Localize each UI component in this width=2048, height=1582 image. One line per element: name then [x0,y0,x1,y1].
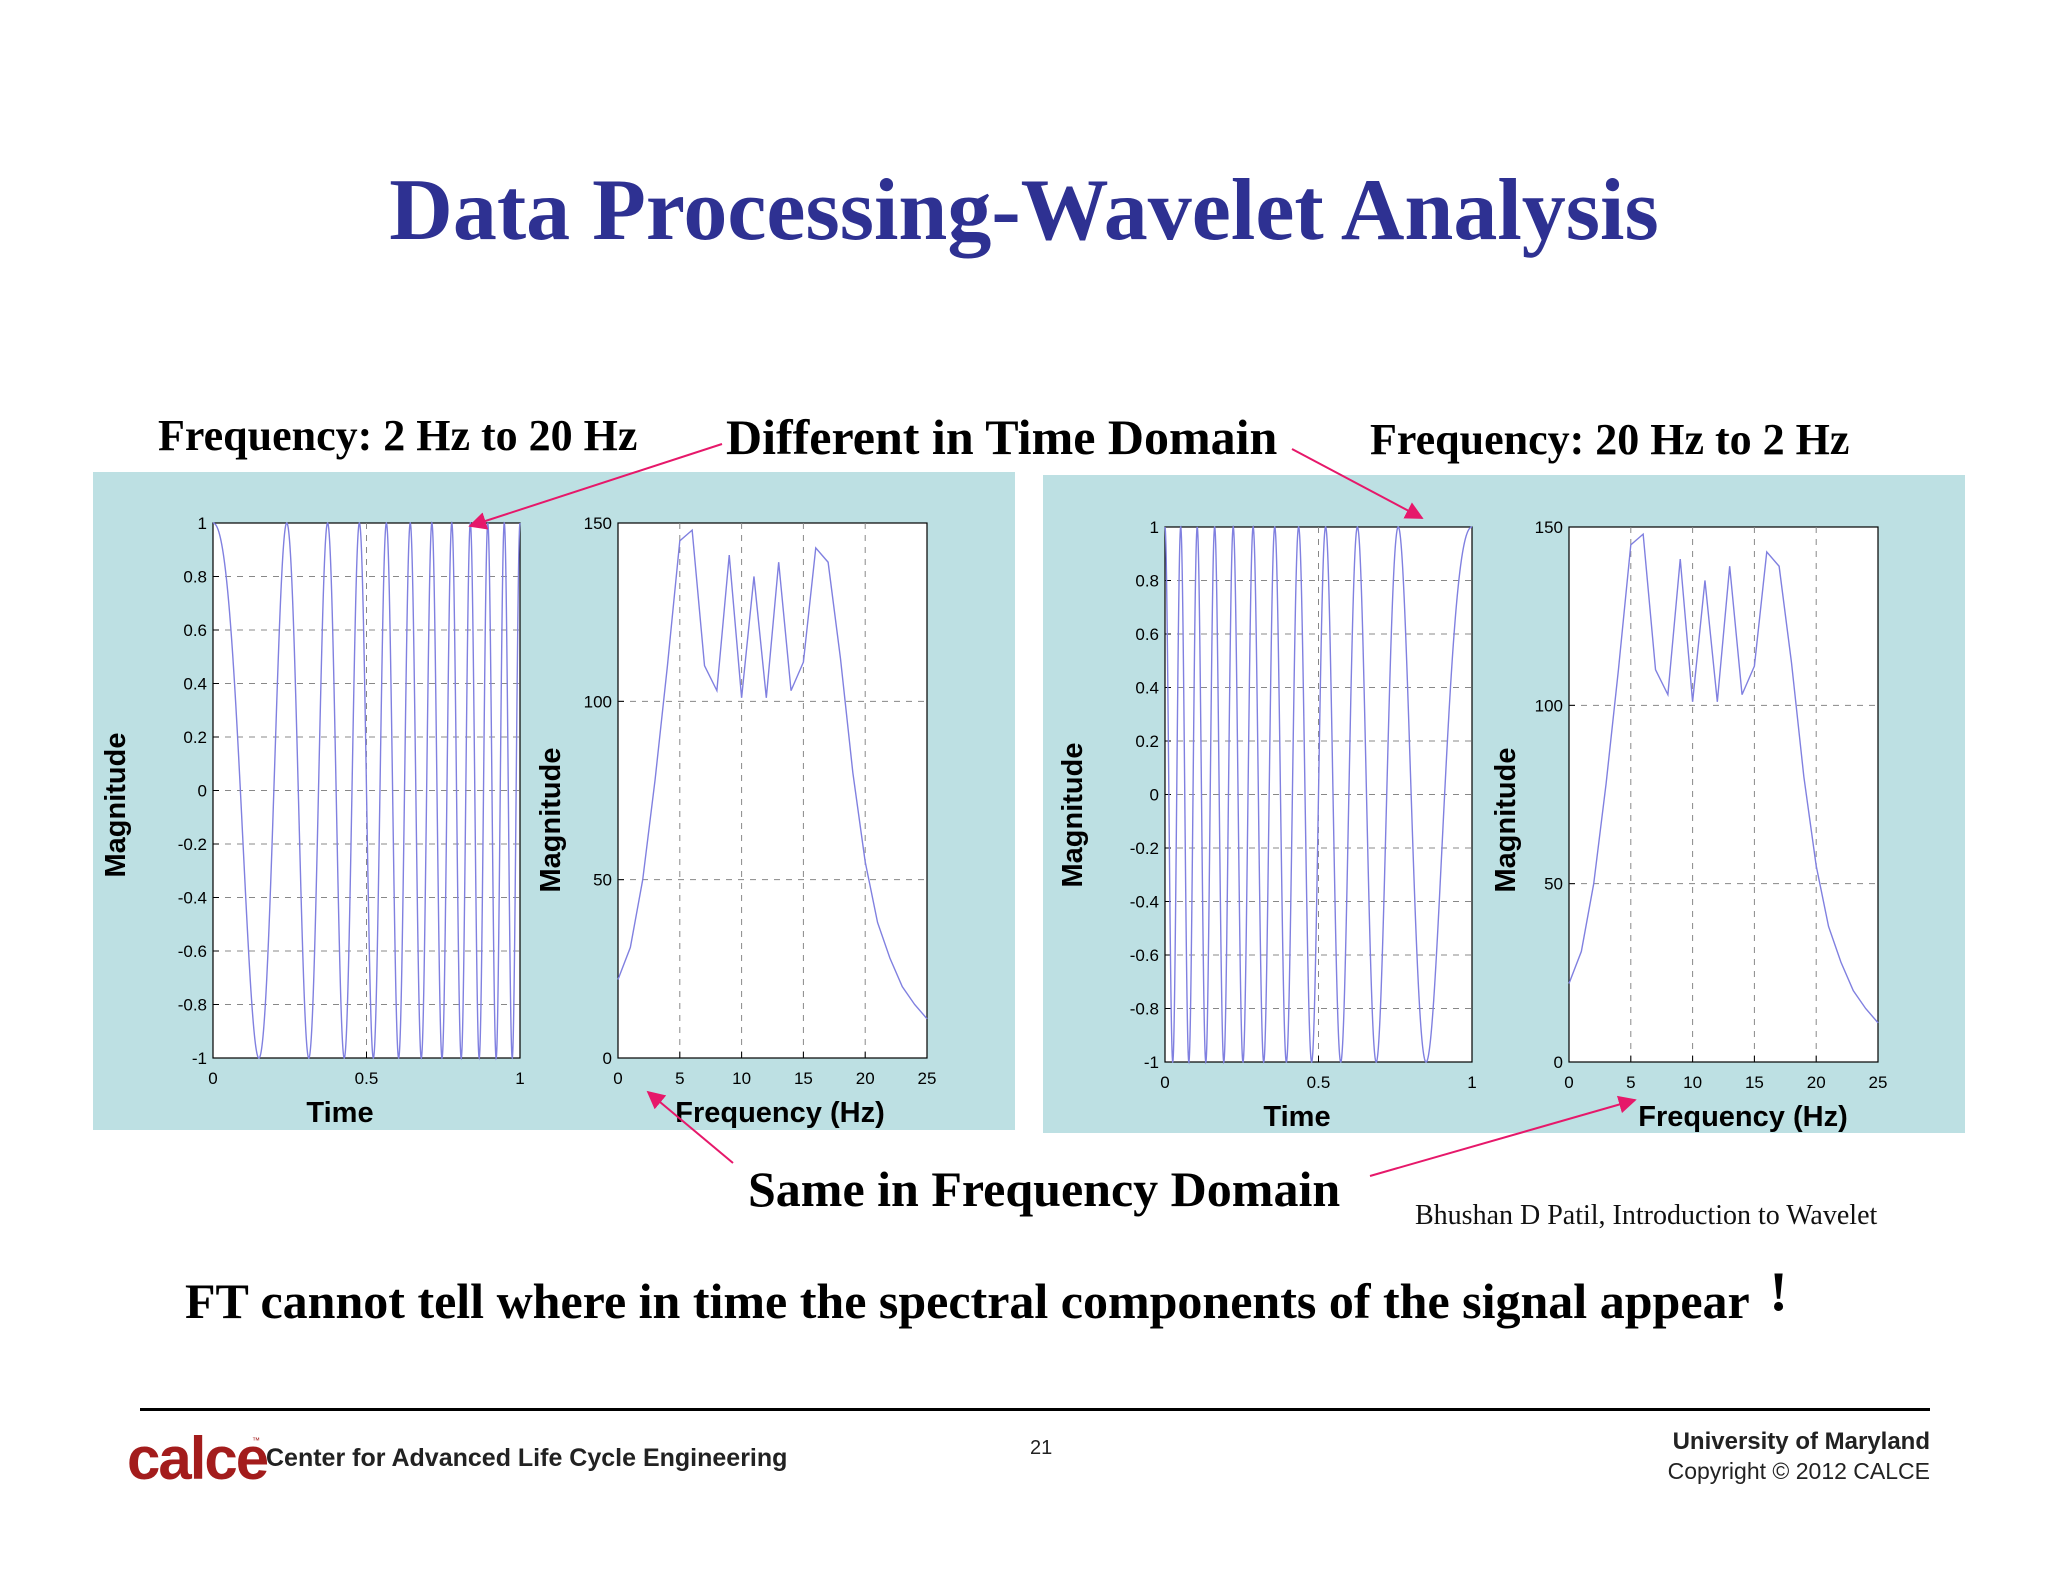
y-tick-label: 1 [198,514,207,533]
y-tick-label: -1 [192,1049,207,1068]
university-name: University of Maryland [1672,1428,1930,1455]
y-tick-label: 50 [593,871,612,890]
series-line [1164,524,1473,1065]
top-callout: Different in Time Domain [726,409,1278,465]
x-axis-label: Frequency (Hz) [1638,1101,1847,1133]
calce-logo: calce [127,1425,269,1492]
series-line [617,528,928,1020]
conclusion-text: FT cannot tell where in time the spectra… [185,1273,1749,1329]
y-tick-label: -0.2 [178,835,207,854]
x-tick-label: 5 [675,1069,684,1088]
arrow-top-left [468,443,723,530]
x-tick-label: 25 [918,1069,937,1088]
bottom-callout: Same in Frequency Domain [748,1161,1341,1217]
x-tick-label: 0 [1564,1073,1573,1092]
y-tick-label: -0.6 [1130,946,1159,965]
x-tick-label: 25 [1869,1073,1888,1092]
y-tick-label: 0.2 [1135,732,1159,751]
y-tick-label: 0.4 [183,675,207,694]
citation: Bhushan D Patil, Introduction to Wavelet [1415,1200,1878,1231]
y-tick-label: -0.6 [178,942,207,961]
arrow-bottom-right [1369,1095,1637,1177]
y-tick-label: 150 [584,514,612,533]
x-tick-label: 0 [1160,1073,1169,1092]
series-line [212,520,521,1061]
x-tick-label: 1 [1467,1073,1476,1092]
x-tick-label: 20 [856,1069,875,1088]
y-axis-label: Magnitude [1057,743,1089,888]
y-tick-label: 0.8 [1135,572,1159,591]
y-tick-label: 0.6 [183,621,207,640]
plot-area [617,522,928,1059]
footer-rule [140,1408,1930,1411]
x-tick-label: 0.5 [355,1069,379,1088]
y-tick-label: -0.4 [1130,893,1159,912]
logo-trademark: ™ [252,1436,260,1445]
copyright: Copyright © 2012 CALCE [1667,1458,1930,1484]
slide-title: Data Processing-Wavelet Analysis [389,162,1659,259]
y-axis-label: Magnitude [1490,748,1522,893]
y-tick-label: 0.4 [1135,679,1159,698]
plot-area [1568,526,1879,1063]
conclusion-mark: ! [1769,1261,1788,1323]
y-tick-label: -0.2 [1130,839,1159,858]
x-tick-label: 1 [515,1069,524,1088]
y-tick-label: 0 [1150,786,1159,805]
series-line [1568,532,1879,1024]
x-tick-label: 0.5 [1307,1073,1331,1092]
x-axis-label: Time [306,1097,373,1129]
x-tick-label: 20 [1807,1073,1826,1092]
y-tick-label: 0.6 [1135,625,1159,644]
y-tick-label: -1 [1144,1053,1159,1072]
y-tick-label: 0 [198,782,207,801]
y-tick-label: 0.8 [183,568,207,587]
y-axis-label: Magnitude [100,733,132,878]
y-axis-label: Magnitude [535,748,567,893]
y-tick-label: 0 [1554,1053,1563,1072]
y-tick-label: 0 [603,1049,612,1068]
center-name: Center for Advanced Life Cycle Engineeri… [266,1444,788,1472]
x-tick-label: 10 [732,1069,751,1088]
x-tick-label: 15 [1745,1073,1764,1092]
x-tick-label: 5 [1626,1073,1635,1092]
x-tick-label: 15 [794,1069,813,1088]
conclusion: FT cannot tell where in time the spectra… [185,1261,1788,1332]
y-tick-label: 100 [1535,696,1563,715]
x-tick-label: 0 [208,1069,217,1088]
left-frequency-heading: Frequency: 2 Hz to 20 Hz [158,411,638,460]
y-tick-label: -0.4 [178,889,207,908]
x-axis-label: Frequency (Hz) [675,1097,884,1129]
y-tick-label: -0.8 [1130,1000,1159,1019]
y-tick-label: 50 [1544,875,1563,894]
y-tick-label: 150 [1535,518,1563,537]
arrow-bottom-left [646,1090,734,1164]
y-tick-label: 1 [1150,518,1159,537]
y-tick-label: 100 [584,692,612,711]
arrow-top-right [1291,448,1424,519]
right-frequency-heading: Frequency: 20 Hz to 2 Hz [1370,415,1850,464]
x-axis-label: Time [1263,1101,1330,1133]
x-tick-label: 10 [1683,1073,1702,1092]
y-tick-label: 0.2 [183,728,207,747]
page-number: 21 [1030,1437,1053,1459]
y-tick-label: -0.8 [178,996,207,1015]
x-tick-label: 0 [613,1069,622,1088]
